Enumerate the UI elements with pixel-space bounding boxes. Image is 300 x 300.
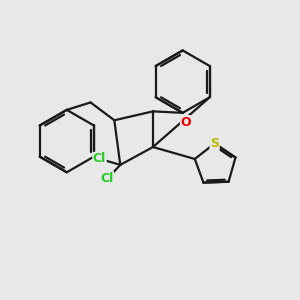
Text: Cl: Cl xyxy=(100,172,113,185)
Text: Cl: Cl xyxy=(93,152,106,165)
Text: S: S xyxy=(210,137,219,150)
Text: O: O xyxy=(181,116,191,129)
